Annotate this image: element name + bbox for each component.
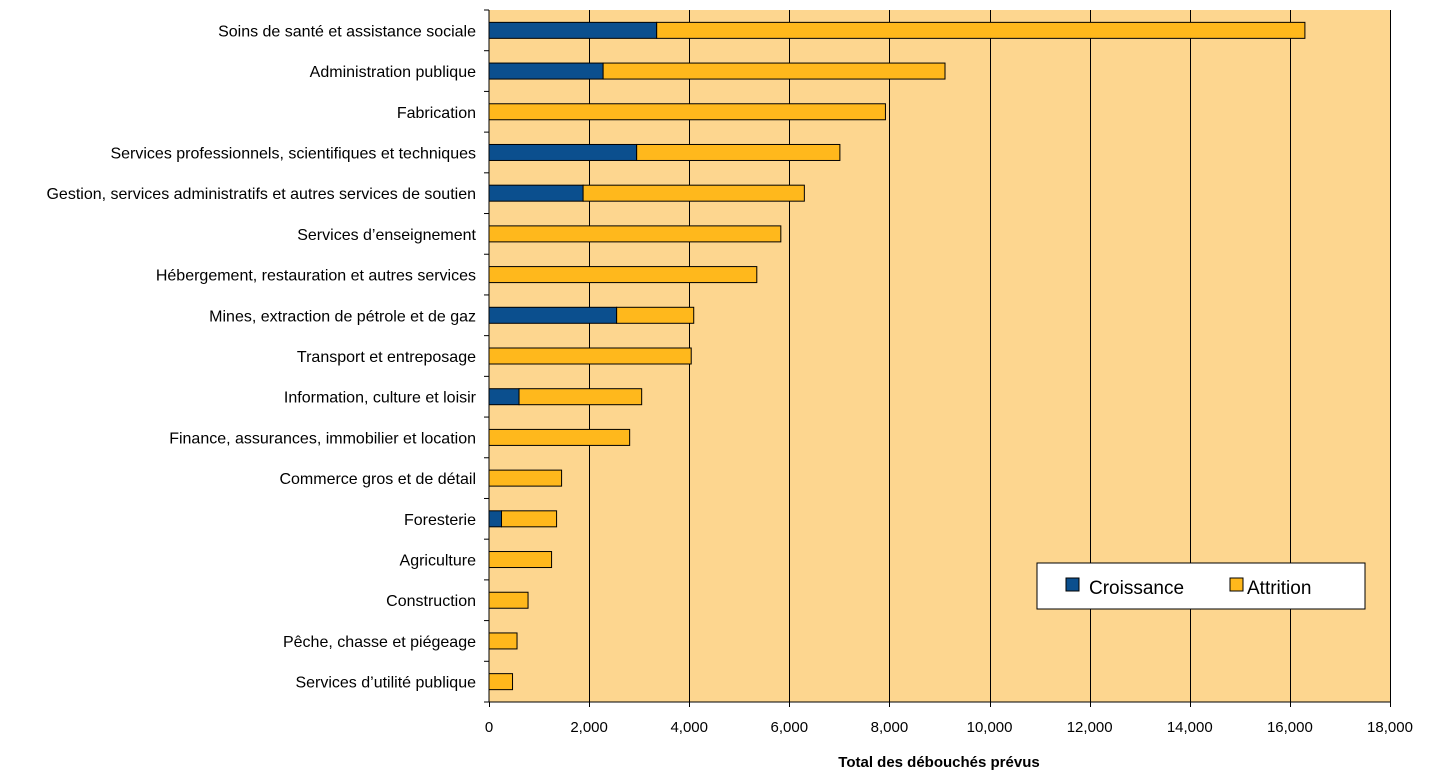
bar-attrition — [518, 388, 643, 406]
category-label: Information, culture et loisir — [284, 390, 477, 407]
category-label: Administration publique — [310, 64, 476, 81]
category-label: Services professionnels, scientifiques e… — [110, 145, 476, 162]
bar-attrition — [582, 184, 805, 202]
category-label: Soins de santé et assistance sociale — [218, 23, 476, 40]
x-tick-label: 12,000 — [1067, 719, 1113, 736]
bar-attrition — [488, 469, 563, 487]
category-label: Fabrication — [397, 105, 476, 122]
bar-croissance — [488, 388, 520, 406]
category-label: Gestion, services administratifs et autr… — [46, 186, 476, 203]
category-label: Commerce gros et de détail — [279, 471, 476, 488]
x-tick-label: 18,000 — [1367, 719, 1413, 736]
x-tick-label: 10,000 — [967, 719, 1013, 736]
bar-attrition — [616, 306, 695, 324]
category-label: Finance, assurances, immobilier et locat… — [169, 430, 476, 447]
category-label: Hébergement, restauration et autres serv… — [156, 268, 476, 285]
bar-attrition — [488, 225, 782, 243]
category-label: Foresterie — [404, 512, 476, 529]
legend-box — [1036, 562, 1366, 610]
x-tick-label: 0 — [485, 719, 493, 736]
x-tick-label: 14,000 — [1167, 719, 1213, 736]
bar-croissance — [488, 21, 658, 39]
category-label: Pêche, chasse et piégeage — [283, 634, 476, 651]
bar-attrition — [488, 673, 514, 691]
bar-attrition — [488, 428, 631, 446]
legend-swatch-croissance — [1065, 577, 1080, 592]
category-label: Construction — [386, 593, 476, 610]
category-label: Transport et entreposage — [297, 349, 476, 366]
bar-attrition — [488, 591, 529, 609]
bar-attrition — [488, 632, 518, 650]
x-tick-label: 8,000 — [871, 719, 909, 736]
bar-croissance — [488, 306, 618, 324]
category-label: Services d’utilité publique — [295, 675, 476, 692]
bar-croissance — [488, 184, 584, 202]
bar-attrition — [488, 551, 553, 569]
x-tick-label: 6,000 — [771, 719, 809, 736]
bar-croissance — [488, 62, 604, 80]
legend: Croissance Attrition — [1036, 562, 1366, 610]
bar-attrition — [602, 62, 946, 80]
x-tick-label: 2,000 — [570, 719, 608, 736]
x-tick-label: 4,000 — [670, 719, 708, 736]
x-axis-title: Total des débouchés prévus — [838, 754, 1039, 771]
legend-swatch-attrition — [1229, 577, 1244, 592]
legend-label-attrition: Attrition — [1247, 578, 1311, 599]
bar-attrition — [636, 143, 841, 161]
category-label: Agriculture — [400, 553, 477, 570]
bar-attrition — [488, 347, 692, 365]
bar-attrition — [501, 510, 558, 528]
bar-attrition — [656, 21, 1306, 39]
bar-croissance — [488, 143, 638, 161]
x-tick-label: 16,000 — [1267, 719, 1313, 736]
bar-attrition — [488, 103, 886, 121]
category-label: Services d’enseignement — [297, 227, 476, 244]
category-label: Mines, extraction de pétrole et de gaz — [209, 308, 476, 325]
legend-label-croissance: Croissance — [1089, 578, 1184, 599]
bar-croissance — [488, 510, 503, 528]
bar-attrition — [488, 266, 758, 284]
